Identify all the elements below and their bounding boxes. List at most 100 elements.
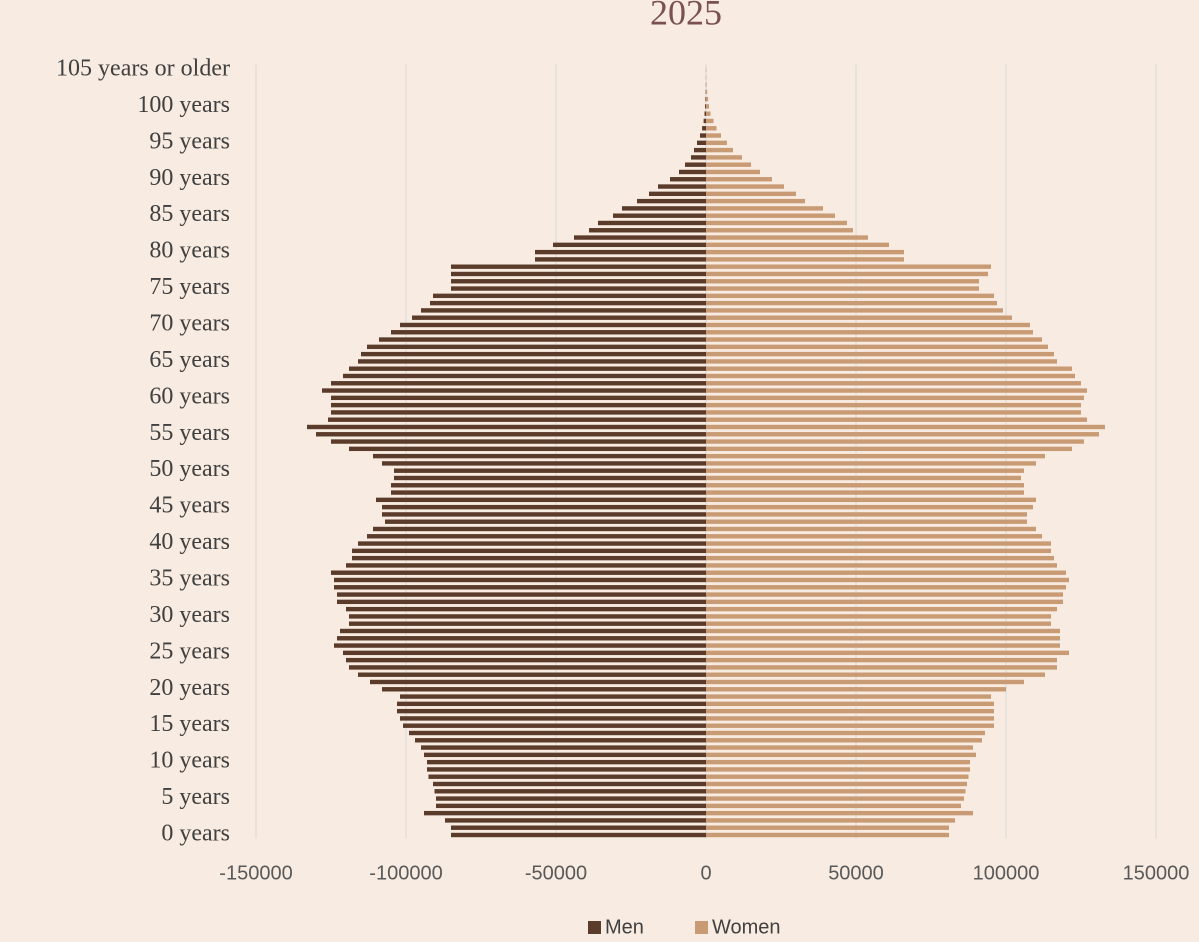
bar: [706, 650, 1069, 656]
bar: [706, 446, 1072, 452]
bar: [706, 526, 1036, 532]
bar: [706, 322, 1030, 328]
bar: [706, 308, 1003, 313]
bar: [706, 395, 1084, 401]
bar: [427, 767, 706, 772]
bar: [706, 373, 1075, 379]
bar: [706, 796, 964, 801]
y-tick-label: 95 years: [149, 128, 230, 154]
bar: [403, 723, 706, 728]
bar: [706, 198, 805, 204]
bar: [706, 300, 997, 306]
bar: [382, 504, 706, 510]
bar: [400, 716, 706, 721]
legend-swatch: [588, 921, 601, 934]
bar: [397, 701, 706, 707]
y-tick-label: 30 years: [149, 602, 230, 628]
y-tick-label: 40 years: [149, 529, 230, 555]
bar: [331, 410, 706, 415]
bar: [598, 220, 706, 226]
bar: [331, 402, 706, 408]
bar: [424, 810, 706, 816]
bar: [706, 453, 1045, 459]
bar: [337, 599, 706, 605]
bar: [424, 752, 706, 758]
bar: [322, 388, 706, 393]
y-tick-label: 85 years: [149, 201, 230, 227]
bar: [706, 249, 904, 255]
bar: [706, 803, 961, 809]
legend-label: Men: [605, 916, 644, 938]
bar: [706, 359, 1057, 364]
bar: [334, 643, 706, 648]
bar: [706, 497, 1036, 503]
bar: [382, 687, 706, 692]
legend-label: Women: [712, 916, 781, 938]
bar: [706, 111, 711, 116]
bar: [706, 330, 1033, 335]
bar: [706, 665, 1057, 670]
bar: [379, 337, 706, 342]
bar: [670, 177, 706, 182]
bar: [346, 563, 706, 568]
bar: [349, 614, 706, 619]
bar: [706, 140, 727, 146]
bar: [706, 410, 1081, 415]
y-tick-label: 20 years: [149, 675, 230, 701]
bar: [358, 359, 706, 364]
bar: [328, 417, 706, 422]
bar: [430, 300, 706, 306]
bar: [316, 432, 706, 437]
bar: [706, 191, 796, 197]
bar: [706, 570, 1066, 575]
bar: [706, 286, 979, 291]
bar: [706, 439, 1084, 444]
bar: [706, 461, 1036, 466]
bar: [421, 745, 706, 750]
bar: [346, 657, 706, 663]
bar: [706, 279, 979, 284]
bar: [706, 818, 955, 823]
bar: [400, 694, 706, 699]
bar: [706, 781, 967, 787]
bar: [400, 322, 706, 328]
bar: [427, 759, 706, 765]
bar: [451, 832, 706, 838]
bar: [394, 475, 706, 481]
bar: [382, 461, 706, 466]
bar: [340, 628, 706, 634]
bar: [349, 621, 706, 626]
bar: [706, 402, 1081, 408]
bar: [349, 446, 706, 452]
bar: [433, 781, 706, 787]
bar: [706, 468, 1024, 473]
bar: [436, 803, 706, 809]
bar: [706, 832, 949, 838]
bar: [706, 417, 1087, 422]
bar: [705, 104, 706, 109]
bar: [706, 118, 714, 124]
bar: [391, 330, 706, 335]
bar: [334, 577, 706, 583]
bar: [706, 432, 1099, 437]
bar: [451, 825, 706, 830]
x-tick-label: 50000: [828, 862, 884, 884]
x-tick-label: 0: [700, 862, 711, 884]
bar: [706, 213, 835, 218]
y-tick-label: 50 years: [149, 456, 230, 482]
y-tick-label: 80 years: [149, 238, 230, 264]
bar: [382, 512, 706, 517]
bar: [706, 548, 1051, 554]
bar: [622, 206, 706, 211]
bar: [706, 133, 721, 138]
bar: [702, 126, 706, 131]
bar: [649, 191, 706, 197]
bar: [706, 162, 751, 167]
bar: [703, 118, 706, 124]
bar: [706, 606, 1057, 612]
bar: [331, 395, 706, 401]
bar: [421, 308, 706, 313]
bar: [535, 257, 706, 262]
bar: [706, 694, 991, 699]
